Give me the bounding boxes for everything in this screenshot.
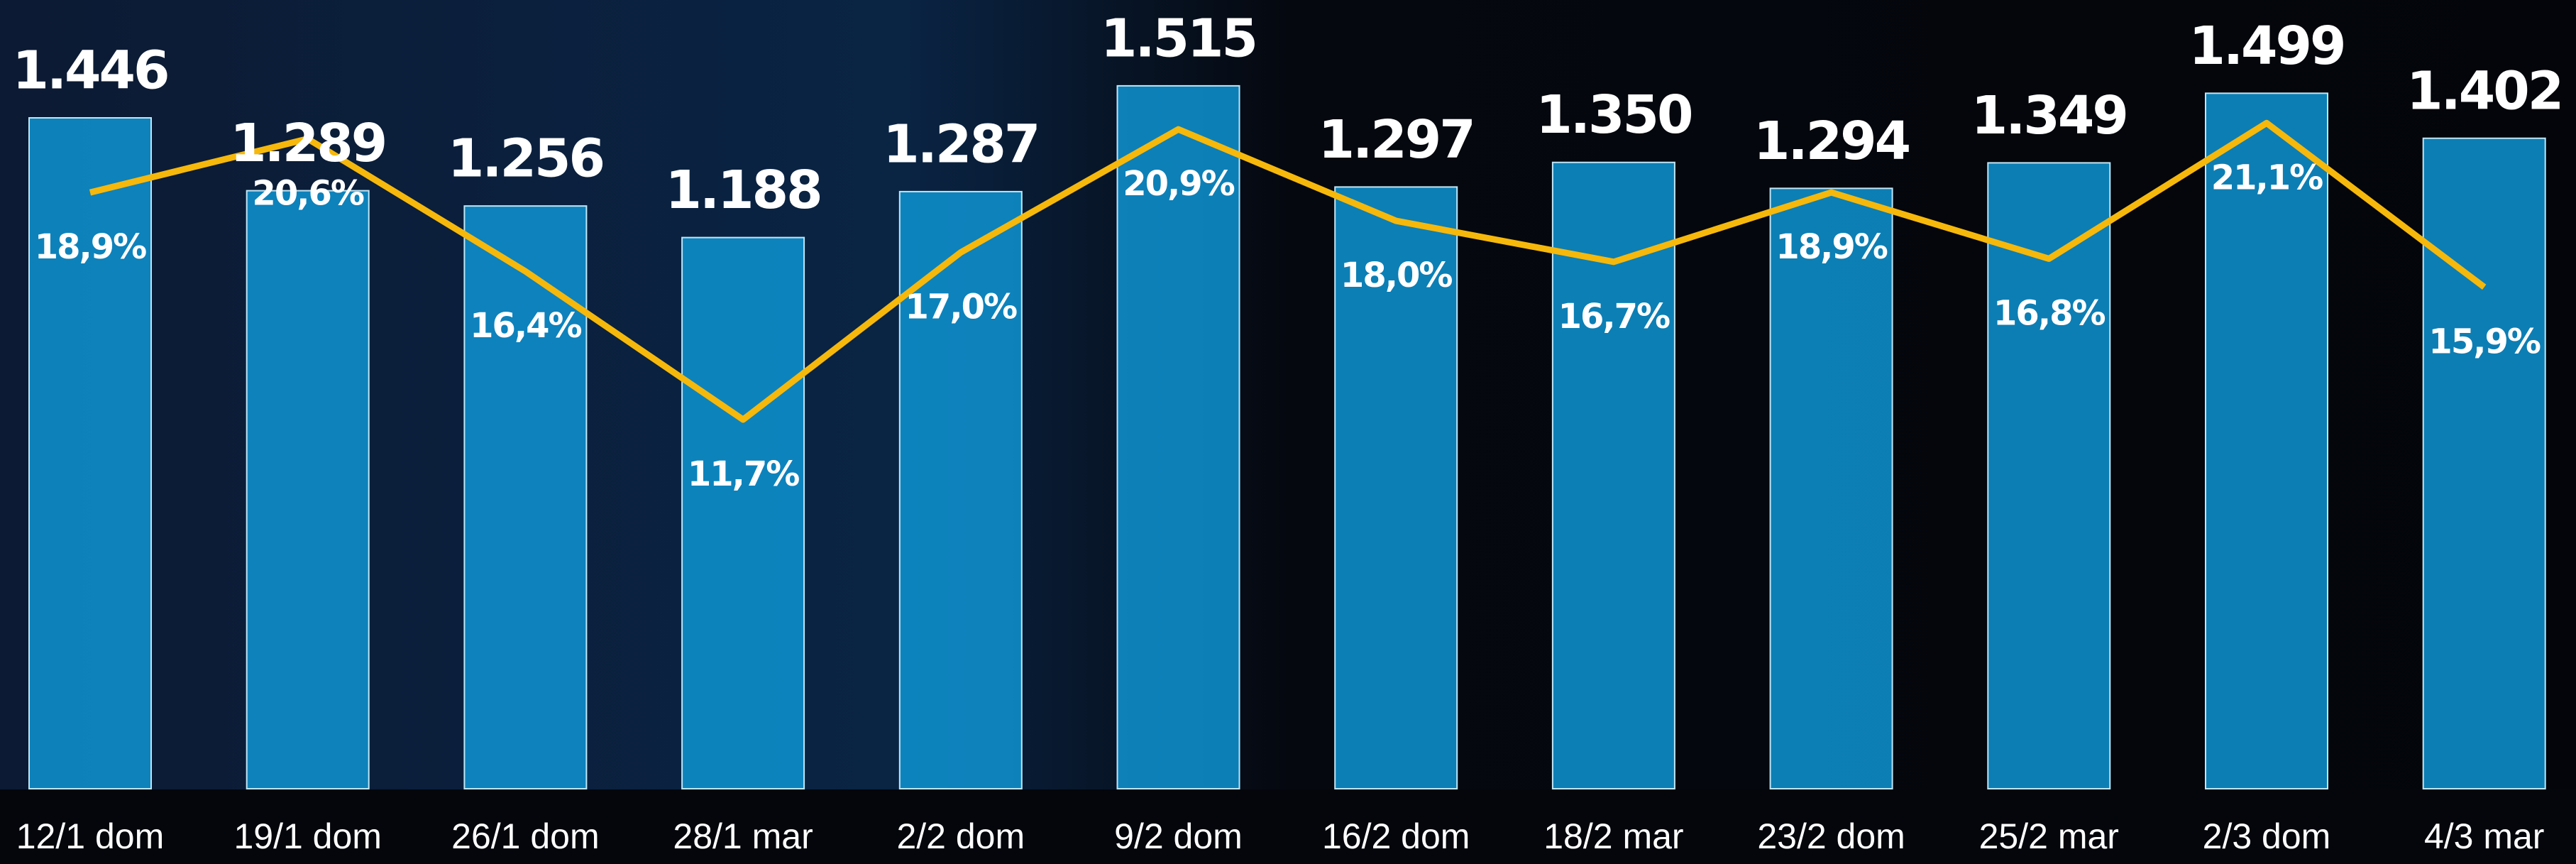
bar-value-label: 1.287 bbox=[883, 114, 1038, 175]
line-value-label: 15,9% bbox=[2428, 322, 2540, 361]
bar-value-label: 1.446 bbox=[12, 40, 167, 101]
bar bbox=[900, 192, 1022, 789]
bar-value-label: 1.294 bbox=[1754, 111, 1910, 172]
line-value-label: 16,4% bbox=[470, 306, 581, 346]
x-tick-label: 2/3 dom bbox=[2203, 816, 2331, 856]
line-value-label: 18,9% bbox=[35, 227, 146, 267]
x-tick-label: 2/2 dom bbox=[896, 816, 1025, 856]
bar-value-label: 1.349 bbox=[1971, 85, 2127, 146]
bar-value-label: 1.402 bbox=[2406, 60, 2562, 121]
line-value-label: 18,0% bbox=[1341, 256, 1452, 295]
x-tick-label: 18/2 mar bbox=[1543, 816, 1683, 856]
bar bbox=[29, 118, 151, 789]
x-tick-label: 26/1 dom bbox=[451, 816, 599, 856]
chart: 12/1 dom 19/1 dom 26/1 dom 28/1 mar 2/2 dom 9… bbox=[0, 0, 2576, 864]
line-value-label: 20,9% bbox=[1123, 164, 1234, 204]
bar-value-label: 1.350 bbox=[1536, 84, 1691, 146]
x-tick-label: 23/2 dom bbox=[1757, 816, 1905, 856]
bar-value-label: 1.188 bbox=[666, 160, 821, 221]
line-value-label: 17,0% bbox=[906, 288, 1017, 327]
bar bbox=[464, 206, 586, 789]
line-value-label: 16,7% bbox=[1558, 297, 1670, 337]
bar-value-label: 1.515 bbox=[1101, 8, 1256, 69]
bar bbox=[2423, 138, 2545, 789]
x-tick-label: 25/2 mar bbox=[1979, 816, 2119, 856]
bar-value-label: 1.289 bbox=[230, 113, 385, 174]
line-value-label: 16,8% bbox=[1993, 293, 2105, 333]
label-strip bbox=[0, 789, 2576, 864]
line-value-label: 11,7% bbox=[688, 454, 799, 494]
x-tick-label: 12/1 dom bbox=[16, 816, 164, 856]
line-value-label: 21,1% bbox=[2211, 158, 2323, 197]
x-tick-label: 16/2 dom bbox=[1322, 816, 1470, 856]
x-tick-label: 28/1 mar bbox=[673, 816, 813, 856]
page: {"chart_data": {"type": "bar", "categori… bbox=[0, 0, 2576, 864]
x-tick-label: 19/1 dom bbox=[233, 816, 381, 856]
bar bbox=[247, 191, 369, 789]
x-tick-label: 4/3 mar bbox=[2424, 816, 2545, 856]
x-tick-label: 9/2 dom bbox=[1114, 816, 1243, 856]
bar bbox=[1771, 188, 1893, 789]
line-value-label: 20,6% bbox=[252, 174, 363, 214]
line-value-label: 18,9% bbox=[1776, 227, 1887, 267]
background bbox=[0, 0, 2576, 864]
bar-value-label: 1.297 bbox=[1319, 109, 1474, 170]
bar bbox=[682, 238, 804, 789]
bar-value-label: 1.499 bbox=[2189, 16, 2344, 77]
bar-value-label: 1.256 bbox=[448, 128, 603, 190]
